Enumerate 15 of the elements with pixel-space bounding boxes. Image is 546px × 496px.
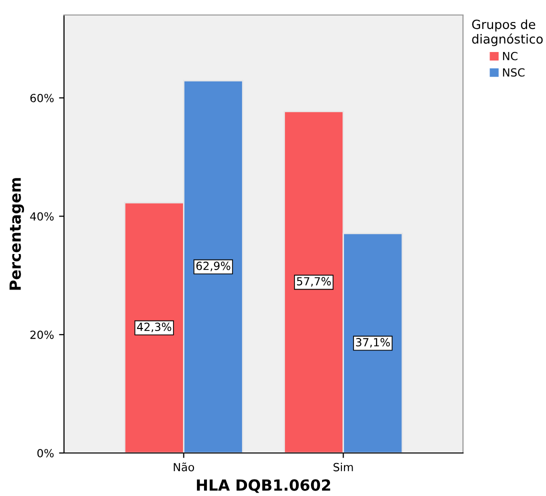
data-label: 62,9% [196, 262, 230, 272]
data-label: 42,3% [137, 322, 172, 332]
data-label: 57,7% [296, 277, 331, 287]
y-tick-label: 60% [30, 94, 54, 102]
y-tick-label: 40% [30, 212, 54, 221]
y-tick-label: 20% [30, 330, 54, 339]
x-tick-label: Não [174, 462, 194, 472]
legend-label: NC [503, 52, 518, 60]
legend-label: NSC [503, 68, 524, 77]
y-tick-label: 0% [37, 448, 54, 458]
x-axis-title: HLA DQB1.0602 [196, 479, 330, 493]
x-tick-label: Sim [334, 462, 353, 472]
data-label: 37,1% [356, 338, 390, 348]
y-axis-title: Percentagem [10, 178, 24, 290]
legend-title: Grupos de diagnóstico [472, 19, 543, 46]
